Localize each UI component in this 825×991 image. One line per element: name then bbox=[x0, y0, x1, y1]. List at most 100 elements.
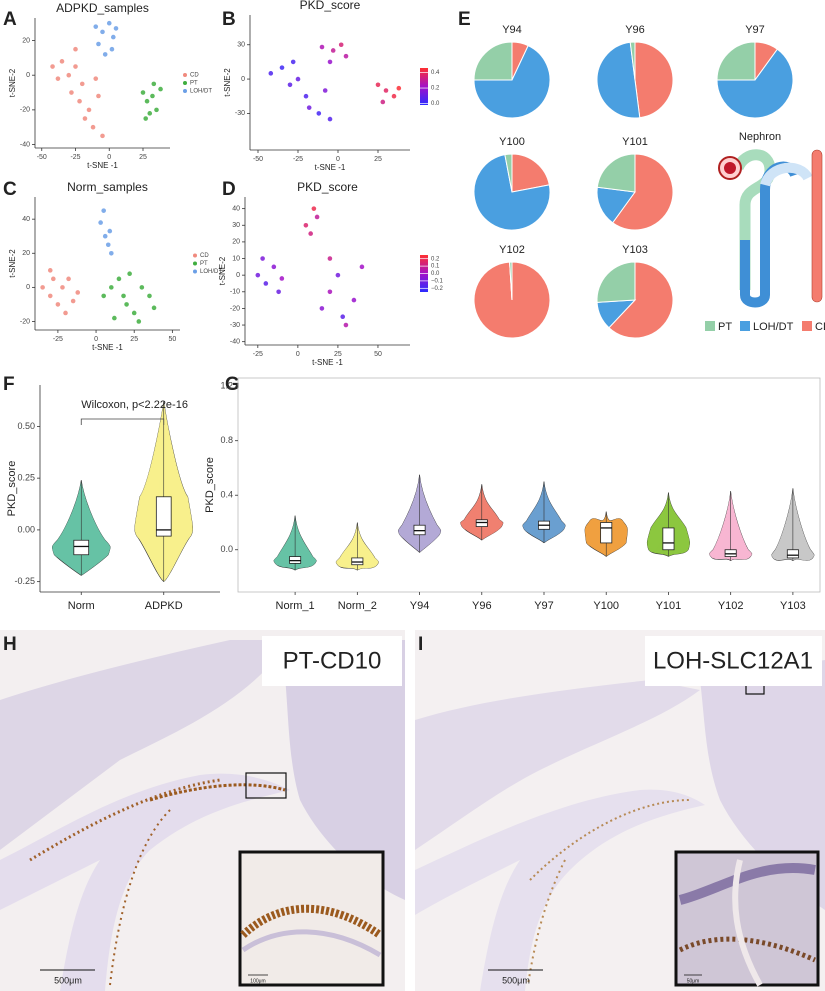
point bbox=[255, 272, 261, 278]
point bbox=[109, 285, 114, 290]
stain-label: PT-CD10 bbox=[283, 647, 382, 674]
point bbox=[322, 88, 328, 93]
box bbox=[413, 524, 426, 536]
point bbox=[351, 297, 357, 303]
point bbox=[105, 242, 111, 248]
pie-slice bbox=[473, 44, 551, 119]
point bbox=[158, 86, 163, 92]
colorbar-label: −0.2 bbox=[431, 286, 444, 292]
legend-marker bbox=[183, 89, 187, 93]
point bbox=[66, 276, 71, 282]
panel-letter: A bbox=[3, 9, 17, 30]
y-axis-label: PKD_score bbox=[204, 457, 216, 513]
x-tick-label: -25 bbox=[70, 154, 80, 161]
point bbox=[290, 59, 296, 65]
y-tick-label: -20 bbox=[230, 305, 240, 312]
point bbox=[50, 64, 55, 69]
point bbox=[330, 48, 336, 53]
legend-label: LOH/DT bbox=[190, 89, 212, 95]
pie-slice bbox=[716, 41, 756, 81]
point bbox=[303, 93, 309, 99]
stain-label: LOH-SLC12A1 bbox=[653, 647, 813, 674]
pie-title: Y102 bbox=[499, 244, 525, 256]
x-tick-label: Y103 bbox=[780, 600, 806, 612]
chart-title: PKD_score bbox=[300, 0, 361, 12]
point bbox=[287, 82, 293, 88]
colorbar bbox=[420, 68, 428, 105]
point bbox=[109, 46, 115, 52]
significance-bracket bbox=[80, 418, 165, 425]
point bbox=[79, 81, 85, 87]
point bbox=[396, 85, 402, 91]
legend-label: CD bbox=[200, 253, 209, 259]
point bbox=[70, 298, 76, 304]
point bbox=[51, 276, 56, 282]
point bbox=[383, 88, 389, 93]
point bbox=[63, 310, 68, 316]
colorbar-label: 0.4 bbox=[431, 70, 440, 76]
x-tick-label: Norm bbox=[68, 600, 95, 612]
point bbox=[140, 90, 146, 95]
point bbox=[276, 289, 281, 295]
point bbox=[144, 98, 150, 104]
point bbox=[316, 111, 322, 116]
legend-swatch bbox=[802, 321, 812, 331]
point bbox=[96, 93, 101, 99]
x-tick-label: Y101 bbox=[656, 600, 682, 612]
point bbox=[113, 26, 119, 31]
x-tick-label: -25 bbox=[293, 156, 303, 163]
point bbox=[375, 82, 381, 88]
point bbox=[124, 302, 129, 307]
point bbox=[121, 293, 126, 299]
y-tick-label: 20 bbox=[22, 37, 30, 44]
box bbox=[351, 557, 364, 566]
x-axis-label: t-SNE -1 bbox=[312, 358, 343, 367]
pie-slice bbox=[504, 153, 513, 193]
point bbox=[279, 276, 285, 281]
point bbox=[327, 256, 333, 261]
significance-label: Wilcoxon, p<2.22e-16 bbox=[81, 399, 188, 411]
pie-title: Y94 bbox=[502, 24, 522, 36]
chart-title: Norm_samples bbox=[67, 180, 148, 194]
point bbox=[136, 319, 142, 324]
point bbox=[260, 256, 265, 261]
point bbox=[40, 285, 45, 290]
point bbox=[380, 99, 386, 105]
x-tick-label: Y100 bbox=[593, 600, 619, 612]
point bbox=[340, 314, 346, 320]
point bbox=[102, 233, 108, 239]
y-axis-label: t-SNE-2 bbox=[8, 68, 17, 97]
point bbox=[75, 290, 81, 295]
point bbox=[82, 116, 88, 121]
plot-frame bbox=[237, 377, 821, 593]
point bbox=[127, 271, 132, 277]
scale-bar-label: 500μm bbox=[54, 975, 82, 985]
annotation: Nephron bbox=[739, 131, 781, 143]
x-tick-label: Y96 bbox=[472, 600, 492, 612]
point bbox=[59, 59, 65, 64]
y-tick-label: 40 bbox=[232, 205, 240, 212]
violin-body bbox=[709, 491, 752, 561]
pie-title: Y103 bbox=[622, 244, 648, 256]
y-tick-label: 0.50 bbox=[17, 421, 35, 431]
point bbox=[154, 107, 159, 113]
y-tick-label: 30 bbox=[232, 222, 240, 229]
point bbox=[60, 285, 65, 290]
point bbox=[107, 228, 113, 234]
y-tick-label: -30 bbox=[230, 322, 240, 329]
y-tick-label: 30 bbox=[237, 42, 245, 49]
box bbox=[724, 549, 737, 557]
pie-slice bbox=[629, 41, 636, 81]
x-tick-label: -25 bbox=[53, 336, 63, 343]
pie-slice bbox=[473, 154, 551, 231]
y-tick-label: 0 bbox=[236, 272, 240, 279]
box bbox=[662, 527, 675, 551]
x-tick-label: 50 bbox=[374, 351, 382, 358]
scale-bar-label: 500μm bbox=[502, 975, 530, 985]
legend-marker bbox=[193, 269, 197, 274]
point bbox=[343, 53, 349, 59]
panel-letter: G bbox=[225, 374, 240, 395]
point bbox=[139, 285, 145, 290]
y-tick-label: 10 bbox=[232, 255, 240, 262]
y-tick-label: -30 bbox=[235, 110, 245, 117]
